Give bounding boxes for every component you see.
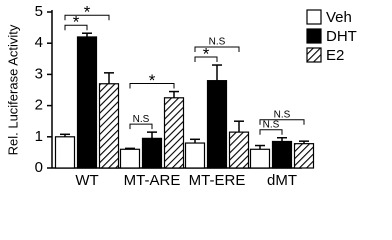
y-tick-label: 1	[35, 128, 43, 145]
y-axis-label: Rel. Luciferase Activity	[5, 24, 20, 155]
significance-label: N.S	[274, 109, 291, 120]
legend-swatch	[306, 9, 322, 25]
x-tick-label: MT-ARE	[124, 172, 181, 189]
y-tick-label: 2	[35, 97, 43, 114]
significance-bracket	[194, 46, 240, 53]
bar	[141, 137, 163, 169]
significance-label: N.S	[133, 114, 150, 125]
bar	[98, 83, 120, 169]
x-tick-label: MT-ERE	[189, 172, 246, 189]
bar	[206, 80, 228, 169]
bar	[76, 36, 98, 169]
x-tick-label: WT	[75, 172, 98, 189]
significance-label: *	[73, 13, 80, 32]
significance-label: *	[203, 45, 210, 64]
significance-bracket	[64, 24, 88, 31]
bar	[249, 148, 271, 169]
y-tick-label: 0	[35, 159, 43, 176]
significance-label: *	[149, 71, 156, 90]
significance-bracket	[259, 119, 305, 125]
legend-label: Veh	[326, 9, 352, 26]
y-tick-label: 4	[35, 34, 43, 51]
significance-bracket	[259, 129, 283, 135]
legend-swatch	[306, 28, 322, 44]
legend-label: E2	[326, 47, 344, 64]
significance-bracket	[129, 123, 153, 130]
significance-bracket	[129, 83, 175, 89]
bar	[184, 142, 206, 169]
significance-bracket	[194, 56, 218, 63]
bar	[163, 97, 185, 169]
significance-label: N.S	[263, 119, 280, 130]
significance-label: N.S	[209, 37, 226, 48]
significance-bracket	[64, 14, 110, 21]
chart: Rel. Luciferase Activity 0 1 2 3 4 5 WT MT-ARE M…	[5, 3, 357, 189]
bar	[119, 148, 141, 169]
bar	[54, 136, 76, 169]
x-tick-label: dMT	[267, 172, 297, 189]
legend-swatch	[306, 47, 322, 63]
bar	[293, 143, 315, 169]
bar	[271, 140, 293, 169]
y-tick-label: 3	[35, 65, 43, 82]
legend-label: DHT	[326, 28, 357, 45]
y-tick-label: 5	[35, 3, 43, 20]
significance-label: *	[84, 3, 91, 22]
bar	[228, 131, 250, 169]
